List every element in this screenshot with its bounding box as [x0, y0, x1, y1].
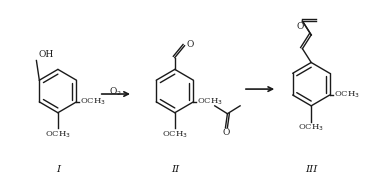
Text: OH: OH: [38, 50, 53, 59]
Text: OCH$_3$: OCH$_3$: [162, 129, 188, 140]
Text: O$_2$: O$_2$: [109, 85, 122, 98]
Text: OCH$_3$: OCH$_3$: [45, 129, 71, 140]
Text: OCH$_3$: OCH$_3$: [197, 97, 223, 107]
Text: O: O: [187, 40, 194, 49]
Text: O: O: [297, 22, 304, 31]
Text: I: I: [56, 165, 60, 174]
Text: OCH$_3$: OCH$_3$: [298, 123, 324, 133]
Text: O: O: [223, 129, 230, 137]
Text: II: II: [171, 165, 179, 174]
Text: OCH$_3$: OCH$_3$: [81, 97, 107, 107]
Text: OCH$_3$: OCH$_3$: [334, 90, 360, 100]
Text: III: III: [305, 165, 317, 174]
